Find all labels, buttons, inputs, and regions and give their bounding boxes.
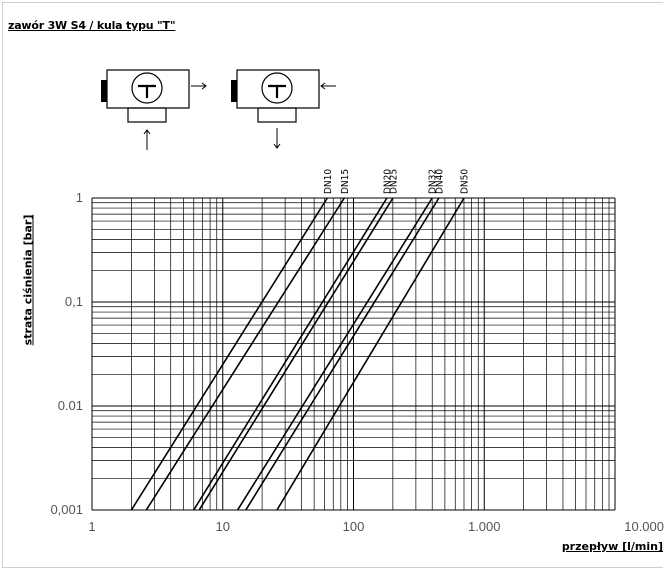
series-label-dn50: DN50 [460, 169, 471, 194]
valve-diagram-left [101, 69, 207, 150]
series-line-dn10 [130, 197, 328, 511]
y-tick-label: 0.01 [58, 398, 83, 413]
series-label-dn25: DN25 [388, 169, 399, 194]
series-line-dn40 [245, 197, 440, 511]
series-line-dn25 [198, 197, 394, 511]
x-tick-label: 100 [343, 519, 365, 534]
series-line-dn20 [193, 197, 388, 511]
x-tick-label: 1 [88, 519, 95, 534]
y-axis-label: strata ciśnienia [bar] [21, 214, 35, 346]
valve-diagram-right [231, 69, 336, 149]
series-line-dn32 [236, 197, 433, 511]
series-label-dn32: DN32 [428, 169, 439, 194]
x-tick-label: 1.000 [468, 519, 501, 534]
x-tick-label: 10 [216, 519, 230, 534]
y-tick-label: 1 [76, 190, 83, 205]
series-label-dn10: DN10 [323, 169, 334, 194]
y-tick-label: 0,001 [50, 502, 83, 517]
x-tick-label: 10.000 [624, 519, 664, 534]
series-label-dn40: DN40 [434, 169, 445, 194]
chart-title: zawór 3W S4 / kula typu "T" [8, 19, 176, 32]
series-line-dn50 [276, 197, 465, 511]
x-axis-label: przepływ [l/min] [561, 540, 663, 553]
series-label-dn20: DN20 [382, 169, 393, 194]
series-line-dn15 [145, 197, 345, 511]
series-label-dn15: DN15 [340, 169, 351, 194]
y-tick-label: 0,1 [65, 294, 83, 309]
